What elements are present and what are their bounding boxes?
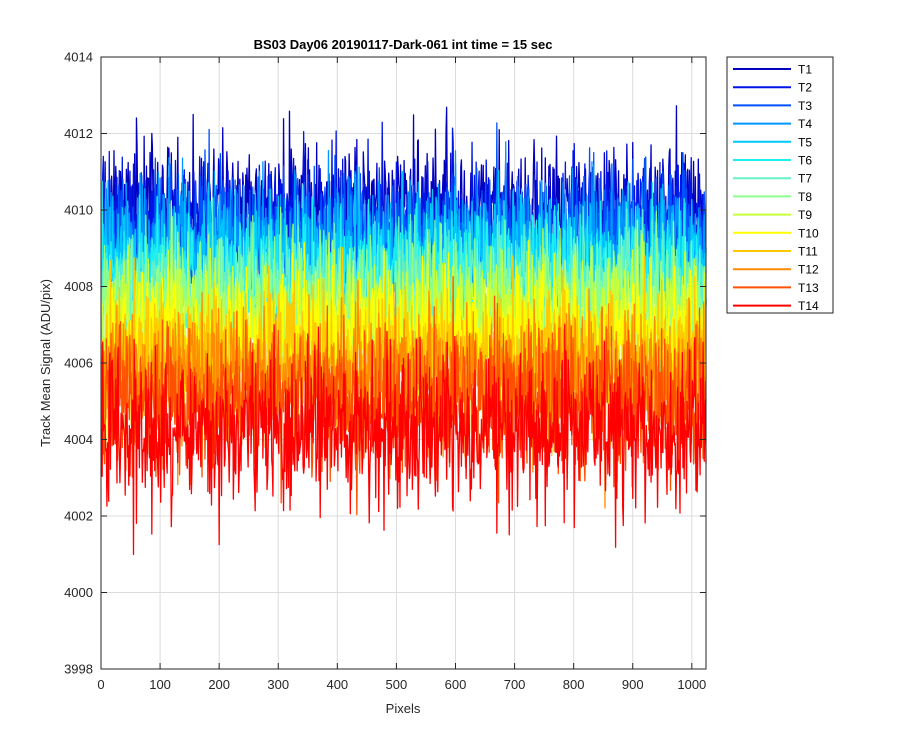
x-tick-label: 800 xyxy=(563,677,585,692)
series-line-t14 xyxy=(100,323,707,556)
x-tick-label: 1000 xyxy=(677,677,706,692)
legend-label-t2: T2 xyxy=(798,81,812,95)
legend-label-t11: T11 xyxy=(798,245,818,259)
x-tick-label: 300 xyxy=(267,677,289,692)
y-tick-label: 4012 xyxy=(64,126,93,141)
legend-label-t7: T7 xyxy=(798,172,812,186)
legend-label-t14: T14 xyxy=(798,299,819,313)
series-lines xyxy=(100,105,707,556)
y-tick-label: 4002 xyxy=(64,509,93,524)
y-tick-label: 4004 xyxy=(64,432,93,447)
y-axis-label: Track Mean Signal (ADU/pix) xyxy=(38,279,53,447)
legend-label-t5: T5 xyxy=(798,135,812,149)
y-tick-label: 4000 xyxy=(64,585,93,600)
legend-label-t9: T9 xyxy=(798,208,812,222)
legend-label-t8: T8 xyxy=(798,190,812,204)
legend-label-t1: T1 xyxy=(798,63,812,77)
x-tick-label: 200 xyxy=(208,677,230,692)
y-tick-label: 4006 xyxy=(64,356,93,371)
legend-label-t13: T13 xyxy=(798,281,819,295)
x-tick-label: 700 xyxy=(504,677,526,692)
series-line-t13 xyxy=(100,275,707,516)
legend-label-t12: T12 xyxy=(798,263,819,277)
x-tick-label: 0 xyxy=(97,677,104,692)
legend-label-t6: T6 xyxy=(798,154,812,168)
x-tick-label: 500 xyxy=(386,677,408,692)
legend-label-t3: T3 xyxy=(798,99,812,113)
x-tick-label: 100 xyxy=(149,677,171,692)
plot-area: 0 100 200 300 400 500 600 700 800 900 1000 3998 4000… xyxy=(64,50,707,693)
y-tick-label: 3998 xyxy=(64,662,93,677)
legend-label-t4: T4 xyxy=(798,117,812,131)
x-tick-label: 900 xyxy=(622,677,644,692)
axis-ticks: 0 100 200 300 400 500 600 700 800 900 1000 3998 4000… xyxy=(64,50,706,693)
legend: T1 T2 T3 T4 T5 T6 T7 T8 T9 T10 T11 T12 T13 T14 xyxy=(726,56,834,314)
x-tick-label: 400 xyxy=(326,677,348,692)
x-axis-label: Pixels xyxy=(386,701,421,716)
x-tick-label: 600 xyxy=(445,677,467,692)
legend-label-t10: T10 xyxy=(798,226,819,240)
legend-box xyxy=(726,56,834,314)
y-tick-label: 4010 xyxy=(64,203,93,218)
chart-title: BS03 Day06 20190117-Dark-061 int time = … xyxy=(254,37,553,52)
y-tick-label: 4014 xyxy=(64,50,93,65)
y-tick-label: 4008 xyxy=(64,279,93,294)
